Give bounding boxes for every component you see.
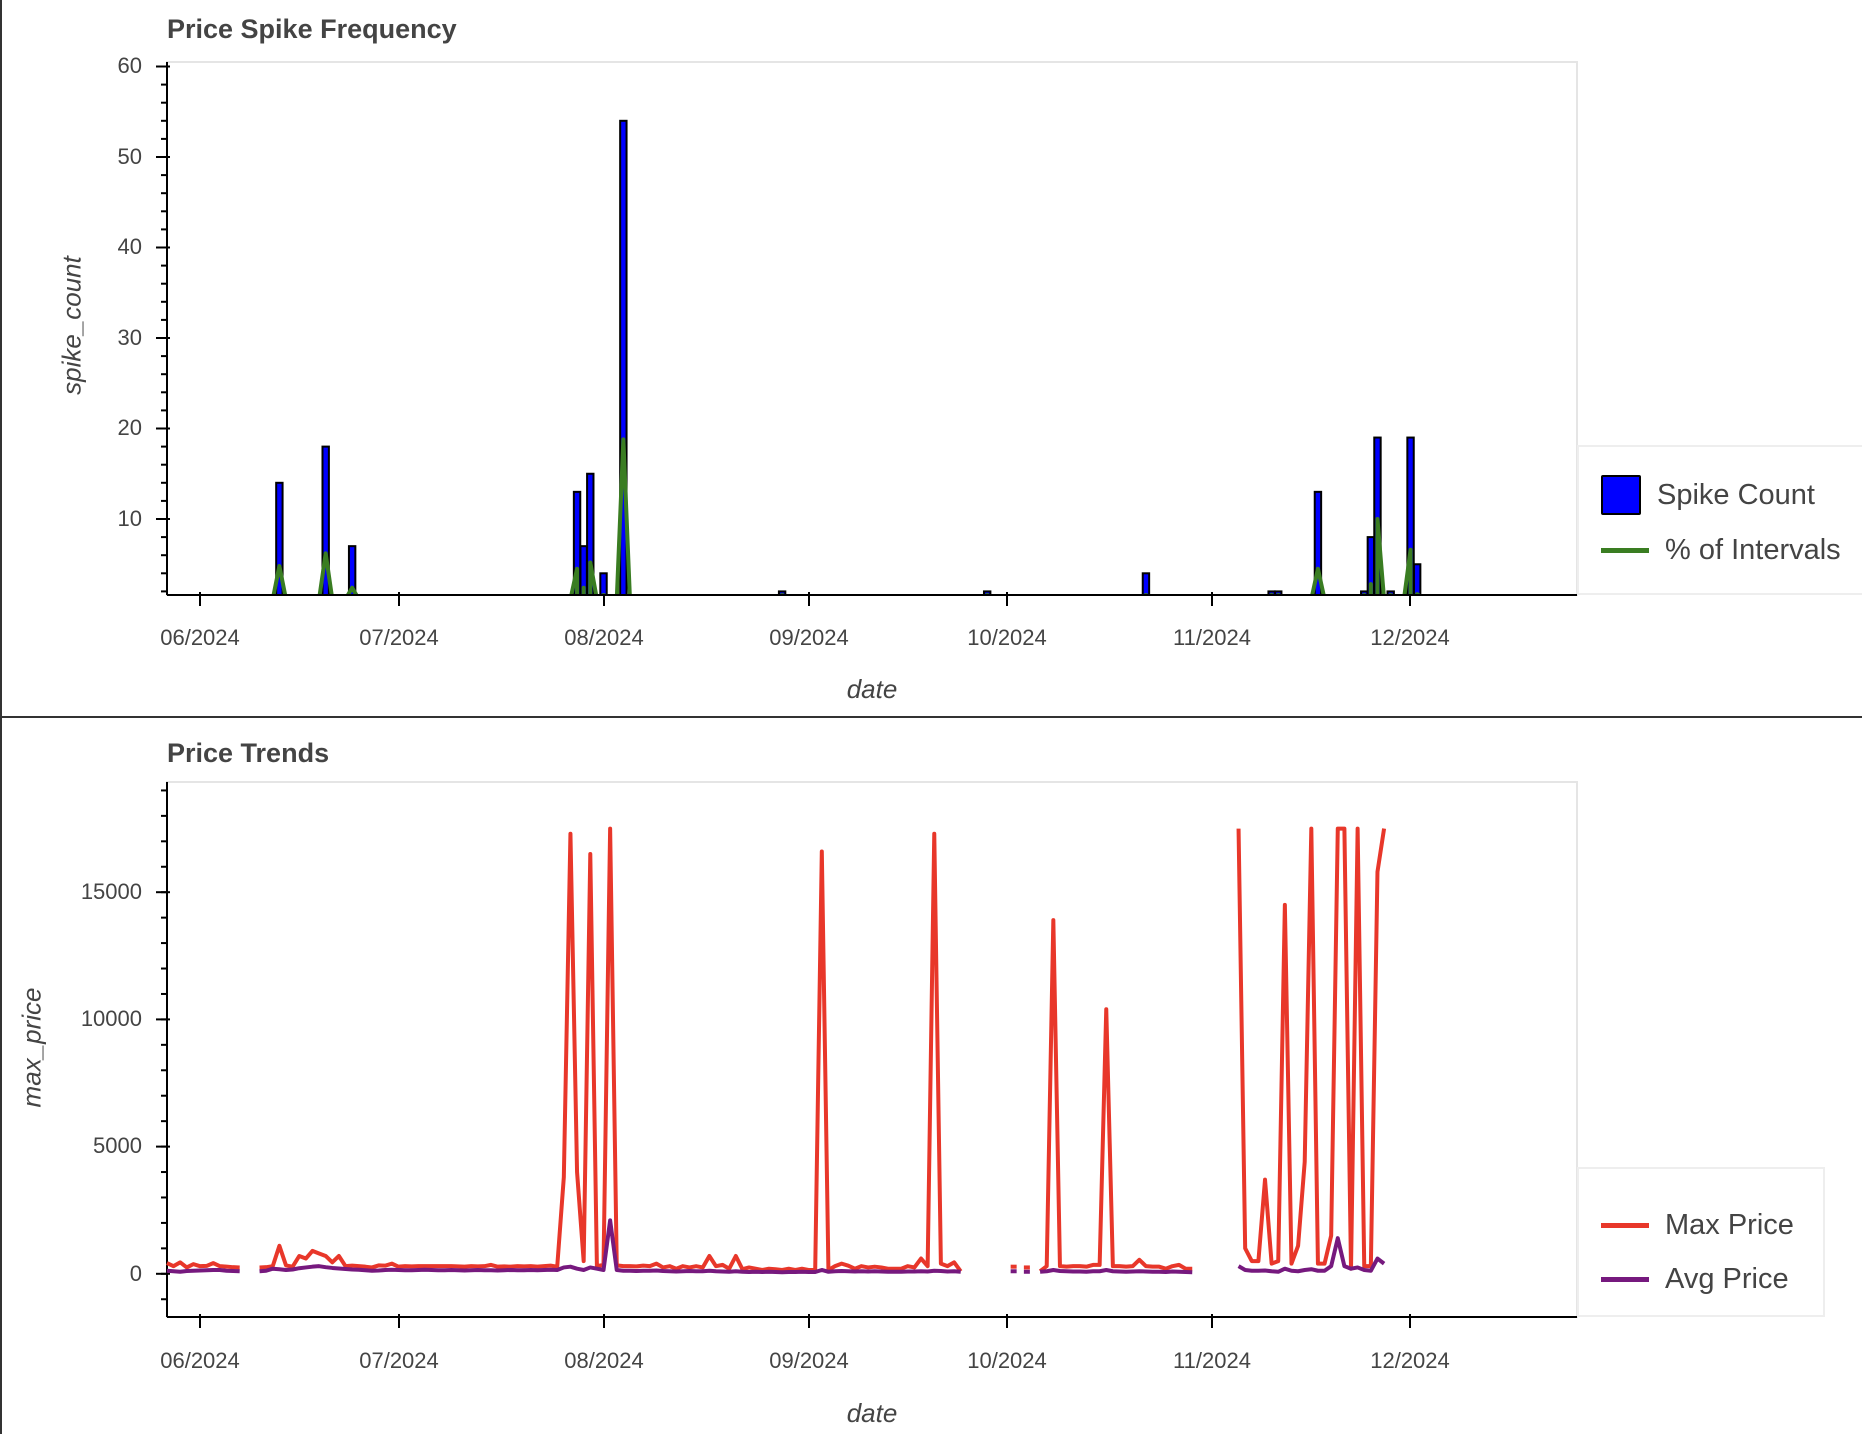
x-tick-label: 09/2024 bbox=[769, 625, 849, 650]
x-axis-label: date bbox=[846, 674, 898, 704]
x-tick-label: 10/2024 bbox=[967, 625, 1047, 650]
spike-bar[interactable] bbox=[599, 572, 608, 596]
legend: Max Price Avg Price bbox=[1577, 1167, 1825, 1317]
x-tick-label: 06/2024 bbox=[160, 1348, 240, 1373]
y-tick-label: 30 bbox=[117, 325, 142, 350]
x-axis-label: date bbox=[846, 1398, 898, 1428]
legend-item-pct-intervals[interactable]: % of Intervals bbox=[1601, 530, 1841, 570]
y-tick-label: 50 bbox=[117, 144, 142, 169]
max-price-line[interactable] bbox=[166, 1260, 240, 1270]
spike-bar[interactable] bbox=[275, 481, 284, 596]
legend-item-spike-count[interactable]: Spike Count bbox=[1601, 475, 1815, 515]
bar-swatch-icon bbox=[1601, 475, 1641, 515]
data-point bbox=[1010, 1264, 1017, 1269]
spike-bar[interactable] bbox=[619, 119, 628, 597]
spike-bar[interactable] bbox=[1373, 436, 1382, 596]
max-price-line[interactable] bbox=[1236, 826, 1387, 1271]
avg-price-line[interactable] bbox=[166, 1267, 240, 1274]
line-swatch-icon bbox=[1601, 547, 1649, 553]
legend-item-max-price[interactable]: Max Price bbox=[1601, 1205, 1794, 1245]
legend-label: Spike Count bbox=[1657, 478, 1815, 511]
chart-title: Price Spike Frequency bbox=[167, 14, 457, 44]
legend-label: % of Intervals bbox=[1665, 533, 1841, 566]
line-swatch-icon bbox=[1601, 1276, 1649, 1282]
legend: Spike Count % of Intervals bbox=[1577, 445, 1862, 595]
avg-price-line[interactable] bbox=[1237, 1236, 1386, 1274]
spike-frequency-plot[interactable] bbox=[2, 0, 1862, 716]
spike-frequency-panel: Price Spike Frequency spike_count date 1… bbox=[0, 0, 1862, 716]
y-tick-label: 10000 bbox=[80, 1006, 142, 1031]
y-tick-label: 0 bbox=[129, 1261, 142, 1286]
y-tick-label: 60 bbox=[117, 53, 142, 78]
legend-label: Avg Price bbox=[1665, 1262, 1789, 1295]
avg-price-line[interactable] bbox=[259, 1218, 961, 1275]
legend-label: Max Price bbox=[1665, 1208, 1794, 1241]
x-tick-label: 12/2024 bbox=[1370, 625, 1450, 650]
max-price-line[interactable] bbox=[259, 826, 963, 1273]
y-tick-label: 10 bbox=[117, 506, 142, 531]
spike-bar[interactable] bbox=[1141, 572, 1151, 596]
legend-item-avg-price[interactable]: Avg Price bbox=[1601, 1259, 1789, 1299]
price-trends-panel: Price Trends max_price date 0 5000 10000… bbox=[0, 716, 1862, 1434]
spike-bar[interactable] bbox=[347, 545, 357, 597]
y-tick-label: 40 bbox=[117, 234, 142, 259]
data-point bbox=[1023, 1269, 1030, 1274]
price-trends-plot[interactable] bbox=[2, 718, 1862, 1436]
spike-bar[interactable] bbox=[572, 490, 582, 597]
x-tick-label: 08/2024 bbox=[564, 1348, 644, 1373]
spike-bar[interactable] bbox=[1313, 490, 1323, 597]
line-swatch-icon bbox=[1601, 1222, 1649, 1228]
avg-price-line[interactable] bbox=[1039, 1267, 1193, 1275]
x-tick-label: 11/2024 bbox=[1173, 625, 1251, 650]
plot-frame bbox=[166, 61, 1578, 596]
x-tick-label: 10/2024 bbox=[967, 1348, 1047, 1373]
y-tick-label: 15000 bbox=[80, 879, 142, 904]
x-tick-label: 12/2024 bbox=[1370, 1348, 1450, 1373]
y-tick-label: 20 bbox=[117, 415, 142, 440]
data-point bbox=[1010, 1269, 1017, 1274]
max-price-line[interactable] bbox=[1038, 918, 1193, 1273]
pct-intervals-line[interactable] bbox=[167, 437, 1577, 599]
chart-title: Price Trends bbox=[167, 738, 330, 768]
spike-bar[interactable] bbox=[1412, 563, 1422, 596]
spike-bar[interactable] bbox=[321, 445, 330, 596]
x-tick-label: 07/2024 bbox=[359, 625, 439, 650]
spike-bar[interactable] bbox=[1406, 436, 1415, 596]
y-tick-label: 5000 bbox=[93, 1133, 142, 1158]
x-tick-label: 07/2024 bbox=[359, 1348, 439, 1373]
x-tick-label: 09/2024 bbox=[769, 1348, 849, 1373]
x-tick-label: 06/2024 bbox=[160, 625, 240, 650]
x-tick-label: 08/2024 bbox=[564, 625, 644, 650]
data-point bbox=[1023, 1265, 1030, 1270]
x-tick-label: 11/2024 bbox=[1173, 1348, 1251, 1373]
spike-bar[interactable] bbox=[586, 472, 595, 596]
